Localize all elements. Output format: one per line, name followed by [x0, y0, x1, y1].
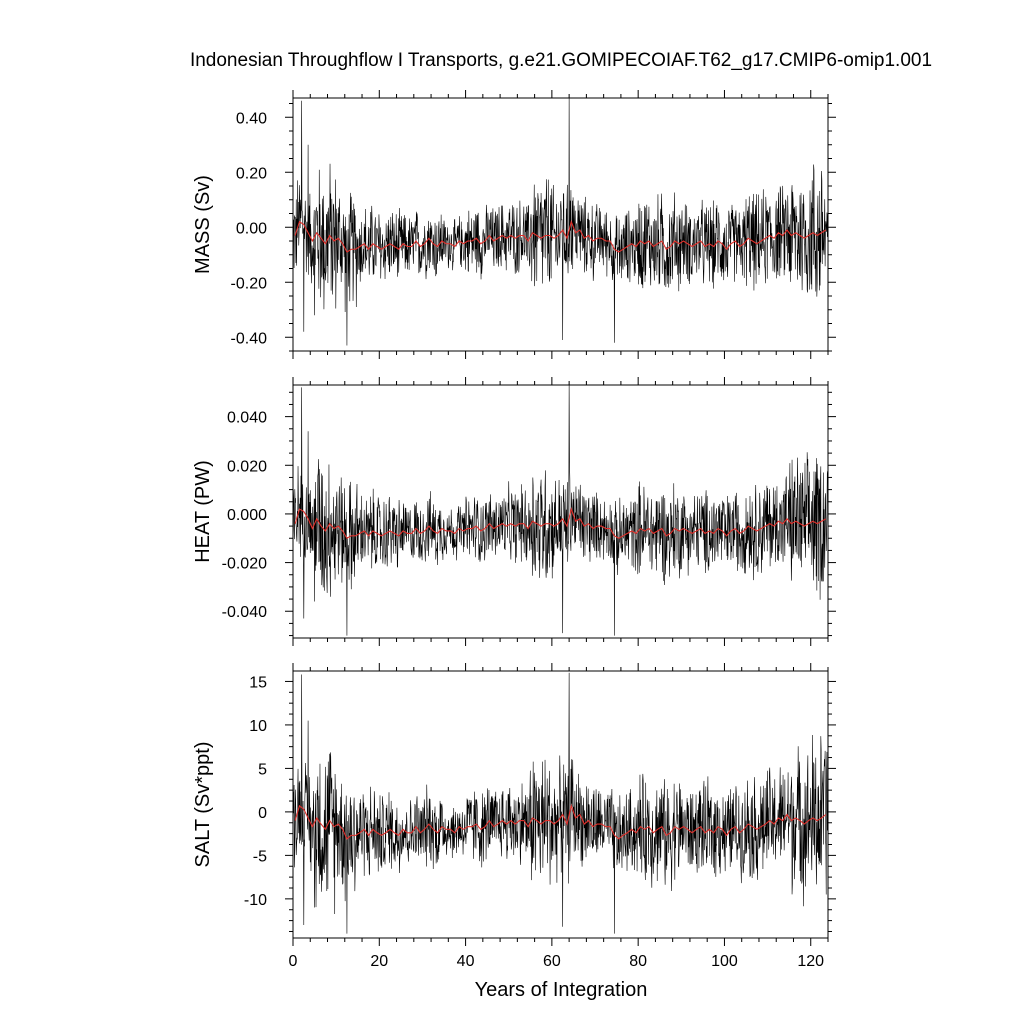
x-tick-label: 40	[457, 953, 475, 970]
y-tick-label: -10	[244, 892, 267, 909]
series-annual-line	[294, 219, 827, 253]
panel-salt: 15 10 5 0 -5 -10 SALT (Sv*ppt) 0 20 40 60 80 100 120	[192, 663, 836, 970]
y-axis-label: HEAT (PW)	[192, 460, 214, 563]
y-tick-label: 15	[249, 674, 267, 691]
x-tick-label: 0	[289, 953, 298, 970]
y-tick-label: 0.20	[236, 165, 267, 182]
series-annual-line	[294, 507, 827, 540]
y-axis-label: SALT (Sv*ppt)	[192, 742, 214, 868]
y-tick-label: 0	[258, 805, 267, 822]
plot-frame	[292, 384, 829, 639]
y-tick-label: 10	[249, 718, 267, 735]
x-tick-label: 120	[797, 953, 824, 970]
y-tick-label: 0.040	[227, 410, 267, 427]
y-tick-label: 5	[258, 761, 267, 778]
series-annual-line	[294, 803, 827, 840]
y-tick-label: -0.020	[222, 556, 267, 573]
x-tick-label: 20	[370, 953, 388, 970]
y-tick-label: -5	[253, 848, 267, 865]
x-tick-label: 80	[629, 953, 647, 970]
x-axis-label: Years of Integration	[475, 979, 648, 1001]
x-tick-label: 60	[543, 953, 561, 970]
series-monthly-line	[293, 672, 828, 934]
series-monthly-line	[293, 385, 828, 636]
plot-frame	[292, 97, 829, 352]
panel-heat: 0.040 0.020 0.000 -0.020 -0.040 HEAT (PW)	[192, 377, 836, 646]
series-monthly-line	[293, 98, 828, 346]
panel-mass: 0.40 0.20 0.00 -0.20 -0.40 MASS (Sv)	[192, 90, 836, 359]
panels: 0.40 0.20 0.00 -0.20 -0.40 MASS (Sv) 0.040 0.02…	[192, 90, 836, 970]
y-axis-label: MASS (Sv)	[192, 175, 214, 274]
plot-frame	[292, 670, 829, 939]
y-tick-label: 0.020	[227, 458, 267, 475]
y-tick-label: -0.040	[222, 604, 267, 621]
y-tick-label: 0.40	[236, 110, 267, 127]
y-tick-label: -0.40	[231, 330, 268, 347]
x-tick-label: 100	[711, 953, 738, 970]
y-tick-label: 0.000	[227, 507, 267, 524]
chart-title: Indonesian Throughflow I Transports, g.e…	[190, 50, 932, 71]
y-tick-label: -0.20	[231, 275, 268, 292]
y-tick-label: 0.00	[236, 220, 267, 237]
